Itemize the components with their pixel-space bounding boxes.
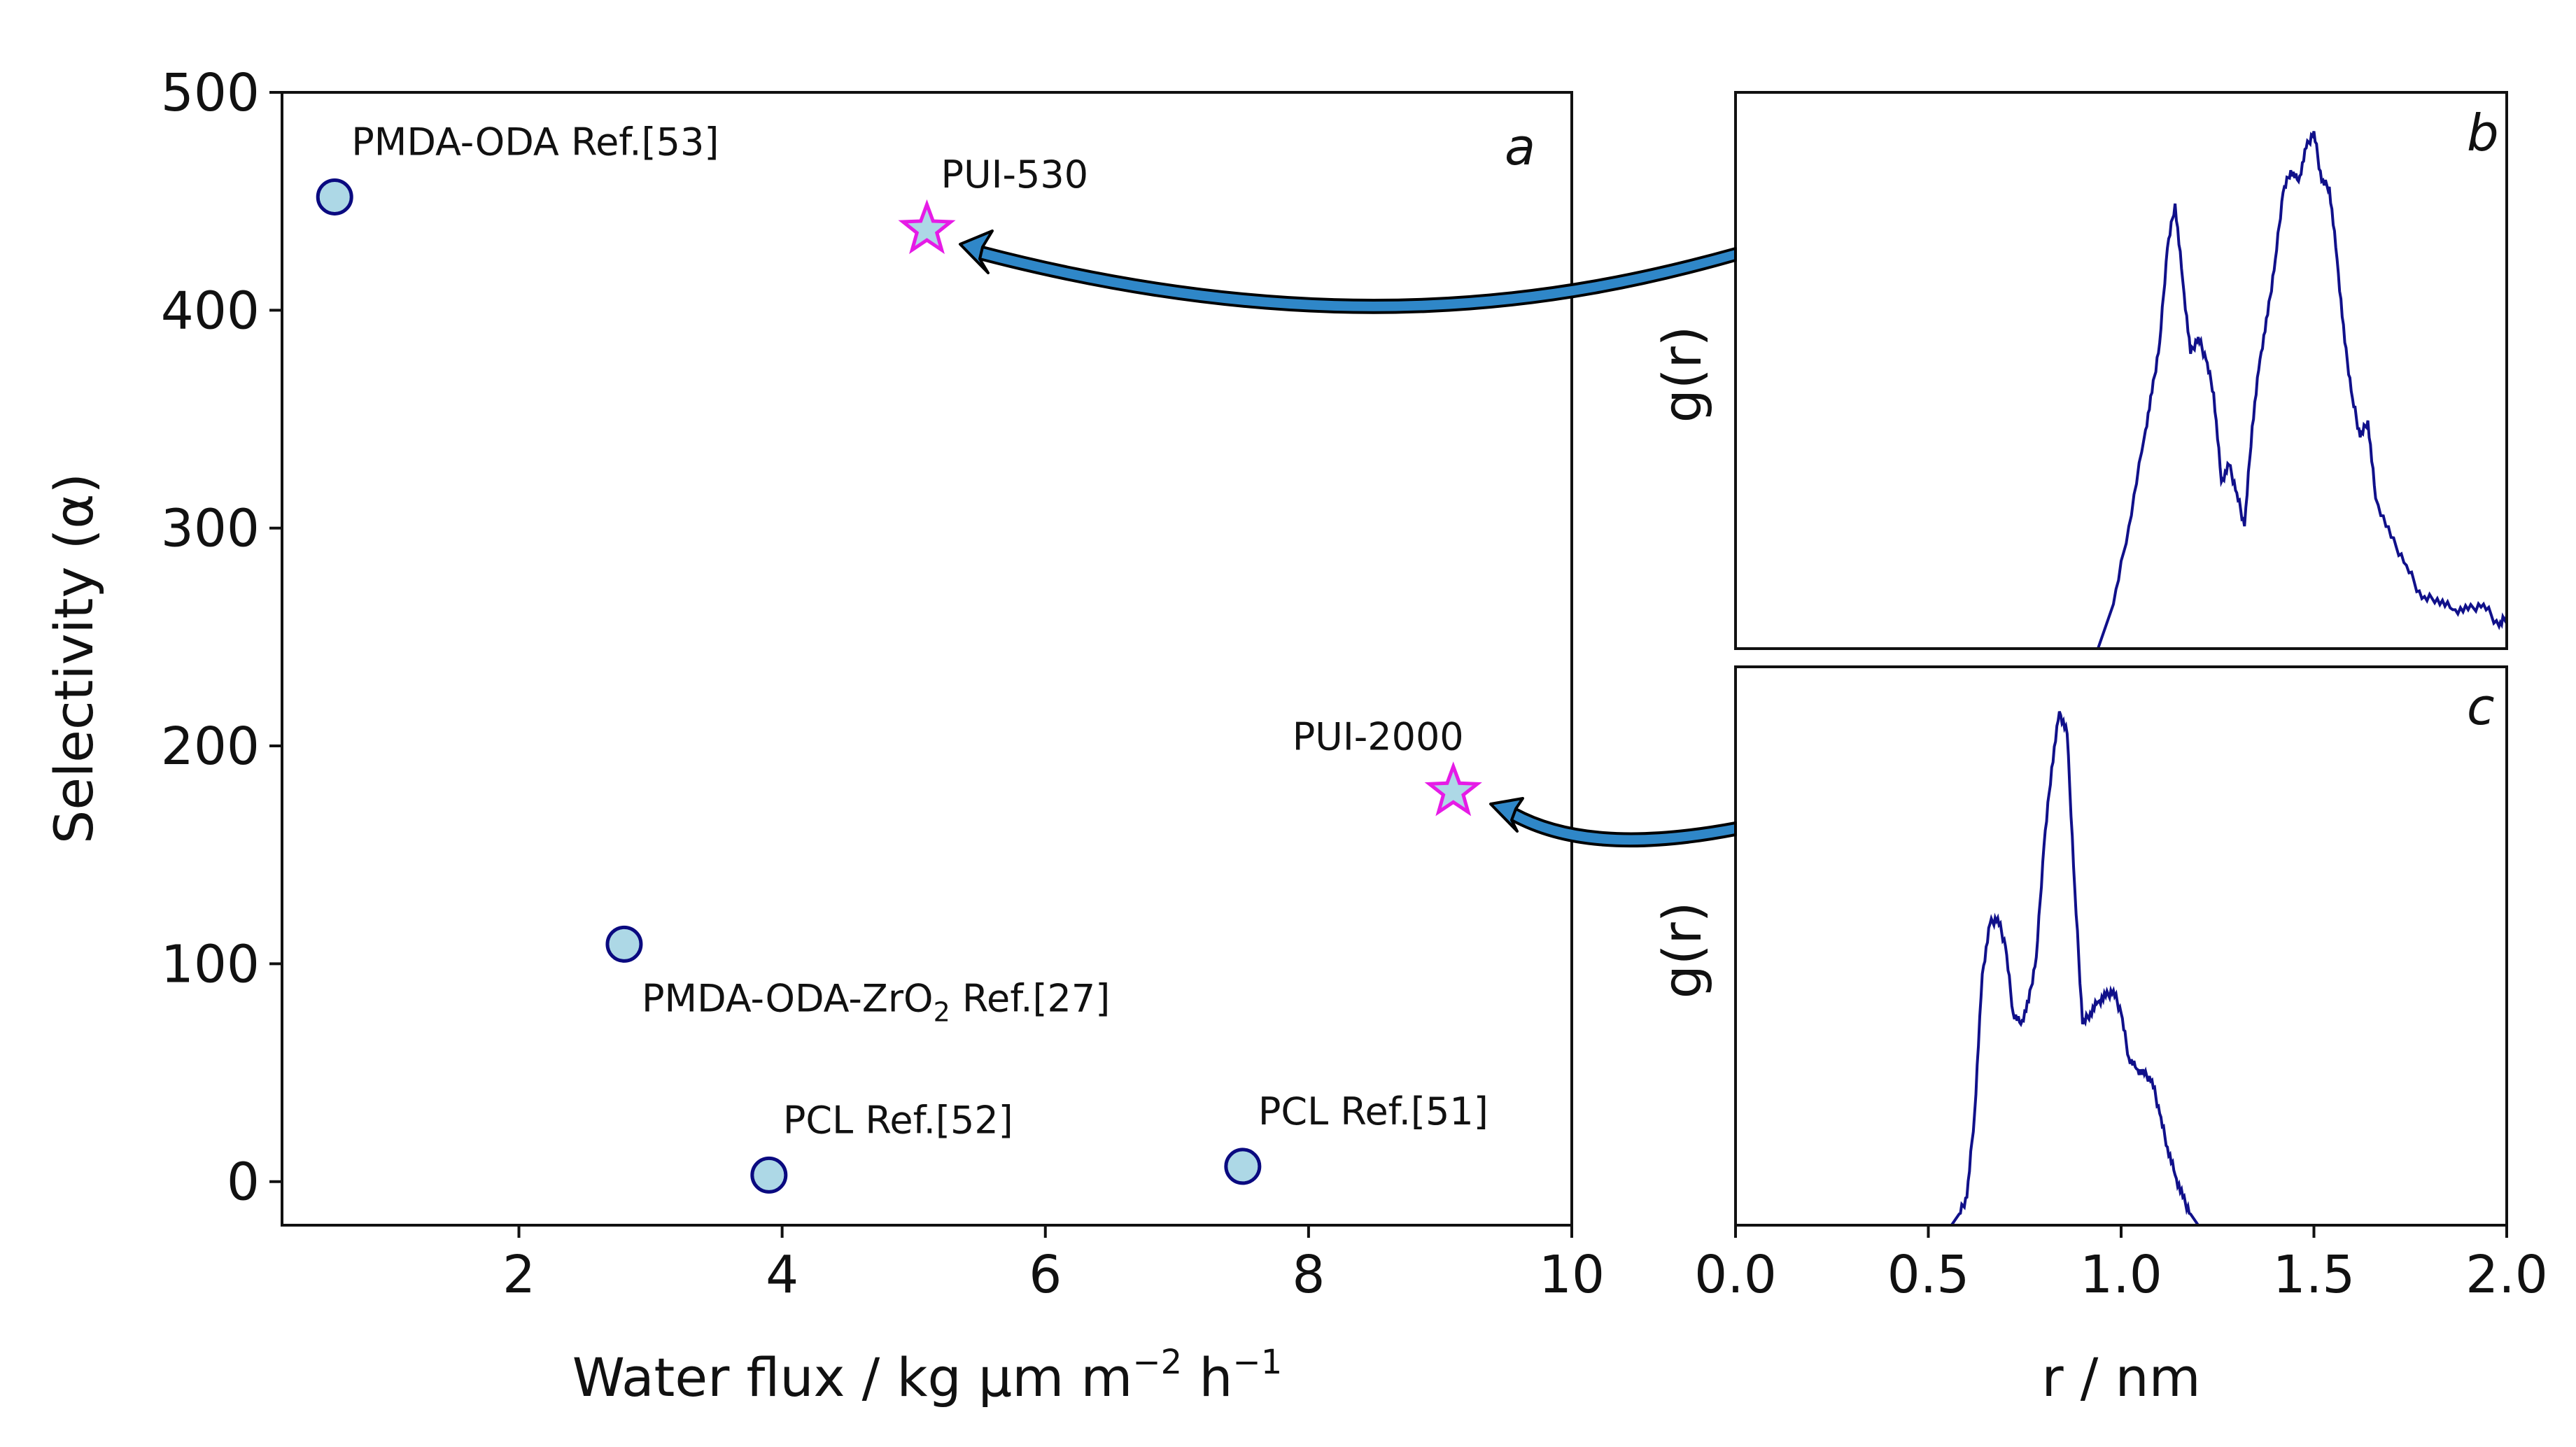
star-point	[898, 199, 956, 255]
arrow-c-head	[1489, 797, 1524, 833]
scatter-point	[316, 178, 353, 216]
panel-a-letter: a	[1505, 118, 1535, 176]
panel-c-frame	[1734, 665, 2508, 1227]
arrow-c-body	[1510, 807, 1737, 848]
panel-a: PMDA-ODA Ref.[53]PMDA-ODA-ZrO2 Ref.[27]P…	[43, 63, 1605, 1409]
c-x-tick-label: 1.0	[2080, 1245, 2162, 1305]
arrow-b-to-pui-530	[959, 230, 1737, 314]
c-x-tick-label: 2.0	[2465, 1245, 2548, 1305]
c-x-tick-label: 1.5	[2273, 1245, 2356, 1305]
panel-c-x-axis-title: r / nm	[2041, 1346, 2200, 1409]
connector-arrows	[959, 230, 1737, 848]
panel-c-x-ticks: 0.0 0.5 1.0 1.5 2.0	[1694, 1225, 2548, 1305]
panel-c: 0.0 0.5 1.0 1.5 2.0 c g(r) r / nm	[1651, 665, 2548, 1409]
panel-a-frame	[281, 91, 1573, 1227]
arrow-c-to-pui-2000	[1489, 797, 1737, 848]
scatter-point	[605, 925, 643, 963]
panel-b-y-axis-title: g(r)	[1651, 326, 1713, 423]
panel-b: b g(r)	[1651, 91, 2508, 650]
panel-a-x-axis-title: Water flux / kg µm m−2 h−1	[572, 1343, 1283, 1409]
c-x-tick-label: 0.5	[1887, 1245, 1970, 1305]
arrow-b-head	[959, 230, 994, 274]
point-label: PCL Ref.[52]	[783, 1098, 1013, 1142]
y-tick-label: 200	[161, 717, 260, 777]
x-title-sup1: −2	[1132, 1343, 1182, 1382]
y-tick-label: 100	[161, 934, 260, 994]
point-label-tail: Ref.[27]	[950, 976, 1111, 1020]
point-label-subscript: 2	[934, 996, 950, 1027]
x-tick-label: 4	[766, 1245, 798, 1305]
y-tick-label: 300	[161, 499, 260, 559]
x-tick-label: 6	[1029, 1245, 1062, 1305]
panel-a-y-ticks: 0 100 200 300 400 500	[161, 63, 282, 1213]
y-tick-label: 400	[161, 281, 260, 341]
star-point	[1424, 761, 1482, 817]
panel-b-rdf-line	[1736, 131, 2507, 649]
point-label: PCL Ref.[51]	[1258, 1089, 1488, 1134]
x-tick-label: 8	[1292, 1245, 1325, 1305]
panel-a-y-axis-title: Selectivity (α)	[43, 473, 105, 844]
panel-a-x-ticks: 2 4 6 8 10	[502, 1225, 1605, 1305]
point-label: PMDA-ODA-ZrO2 Ref.[27]	[642, 976, 1110, 1027]
panel-c-y-axis-title: g(r)	[1651, 902, 1713, 999]
x-title-mid: h	[1182, 1346, 1232, 1409]
x-title-main: Water flux / kg µm m	[572, 1346, 1133, 1409]
panel-b-frame	[1734, 91, 2508, 650]
c-x-tick-label: 0.0	[1694, 1245, 1777, 1305]
x-title-sup2: −1	[1233, 1343, 1283, 1382]
star-label: PUI-2000	[1293, 714, 1464, 758]
point-label-main: PMDA-ODA-ZrO	[642, 976, 934, 1020]
scatter-point	[1224, 1148, 1262, 1185]
y-tick-label: 500	[161, 63, 260, 123]
y-tick-label: 0	[227, 1152, 260, 1213]
panel-b-letter: b	[2467, 104, 2499, 162]
panel-c-rdf-line	[1736, 711, 2507, 1225]
scatter-point	[750, 1156, 788, 1194]
point-label: PMDA-ODA Ref.[53]	[351, 120, 719, 164]
x-tick-label: 2	[502, 1245, 535, 1305]
star-label: PUI-530	[941, 153, 1089, 197]
x-tick-label: 10	[1539, 1245, 1605, 1305]
panel-a-marks	[316, 178, 1482, 1194]
arrow-b-body	[978, 246, 1737, 314]
panel-c-letter: c	[2467, 677, 2495, 736]
panel-a-annotations: PMDA-ODA Ref.[53]PMDA-ODA-ZrO2 Ref.[27]P…	[351, 120, 1488, 1142]
